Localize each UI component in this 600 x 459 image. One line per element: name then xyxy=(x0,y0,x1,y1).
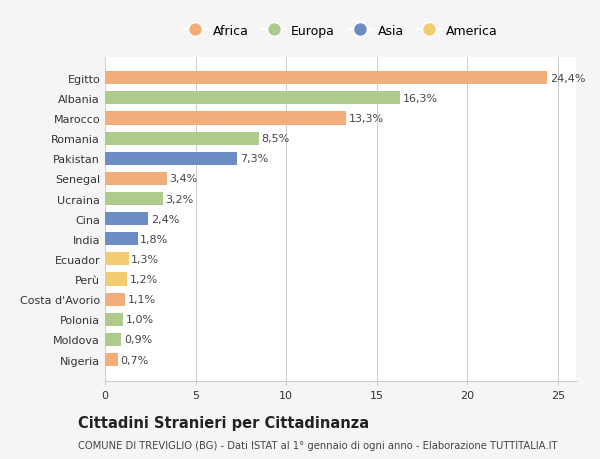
Legend: Africa, Europa, Asia, America: Africa, Europa, Asia, America xyxy=(183,25,498,38)
Text: 8,5%: 8,5% xyxy=(262,134,290,144)
Bar xyxy=(105,333,121,346)
Bar xyxy=(105,112,346,125)
Bar xyxy=(105,152,237,165)
Text: 0,9%: 0,9% xyxy=(124,335,152,345)
Text: 1,1%: 1,1% xyxy=(128,295,156,304)
Text: 1,3%: 1,3% xyxy=(131,254,160,264)
Text: COMUNE DI TREVIGLIO (BG) - Dati ISTAT al 1° gennaio di ogni anno - Elaborazione : COMUNE DI TREVIGLIO (BG) - Dati ISTAT al… xyxy=(78,440,557,450)
Text: 1,8%: 1,8% xyxy=(140,234,169,244)
Bar xyxy=(105,273,127,286)
Text: 2,4%: 2,4% xyxy=(151,214,179,224)
Text: 1,2%: 1,2% xyxy=(130,274,158,285)
Text: 13,3%: 13,3% xyxy=(349,114,384,124)
Bar xyxy=(105,193,163,206)
Bar xyxy=(105,293,125,306)
Bar xyxy=(105,92,400,105)
Bar xyxy=(105,253,128,266)
Text: 7,3%: 7,3% xyxy=(240,154,268,164)
Bar xyxy=(105,213,148,226)
Text: 24,4%: 24,4% xyxy=(550,73,585,84)
Bar xyxy=(105,313,123,326)
Text: 3,2%: 3,2% xyxy=(166,194,194,204)
Text: 3,4%: 3,4% xyxy=(169,174,197,184)
Bar xyxy=(105,353,118,366)
Text: 1,0%: 1,0% xyxy=(126,314,154,325)
Text: 0,7%: 0,7% xyxy=(121,355,149,365)
Bar xyxy=(105,173,167,185)
Bar xyxy=(105,72,547,85)
Bar xyxy=(105,132,259,146)
Text: Cittadini Stranieri per Cittadinanza: Cittadini Stranieri per Cittadinanza xyxy=(78,415,369,431)
Bar xyxy=(105,233,137,246)
Text: 16,3%: 16,3% xyxy=(403,94,438,104)
